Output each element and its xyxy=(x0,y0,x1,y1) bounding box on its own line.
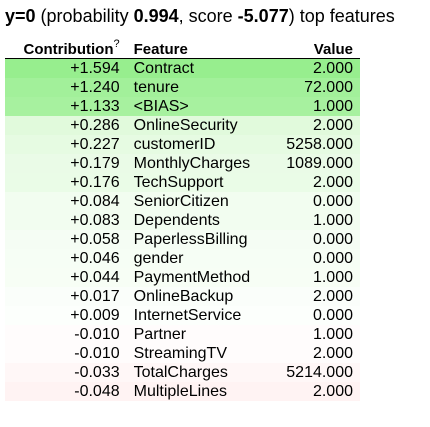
probability-value: 0.994 xyxy=(133,6,179,26)
value-column-header: Value xyxy=(270,38,360,59)
contribution-header-label: Contribution xyxy=(23,41,114,58)
contribution-cell: +0.286 xyxy=(70,117,120,134)
probability-prefix: (probability xyxy=(35,6,134,26)
contribution-cell: +0.083 xyxy=(70,212,120,229)
table-row: -0.033 TotalCharges 5214.000 xyxy=(5,363,360,382)
title-suffix: ) top features xyxy=(288,6,395,26)
contribution-cell: +0.058 xyxy=(70,231,120,248)
contribution-cell: +1.240 xyxy=(70,79,120,96)
feature-cell: TechSupport xyxy=(133,174,224,191)
table-row: +0.017 OnlineBackup 2.000 xyxy=(5,287,360,306)
value-cell: 2.000 xyxy=(312,383,353,400)
feature-cell: TotalCharges xyxy=(133,364,228,381)
contribution-cell: +0.179 xyxy=(70,155,120,172)
value-cell: 1.000 xyxy=(312,98,353,115)
table-row: +0.176 TechSupport 2.000 xyxy=(5,173,360,192)
table-row: +0.227 customerID 5258.000 xyxy=(5,135,360,154)
explanation-title: y=0 (probability 0.994, score -5.077) to… xyxy=(5,5,395,27)
value-cell: 2.000 xyxy=(312,174,353,191)
value-cell: 1.000 xyxy=(312,326,353,343)
feature-cell: gender xyxy=(133,250,184,267)
value-cell: 2.000 xyxy=(312,60,353,77)
value-cell: 5214.000 xyxy=(286,364,353,381)
value-cell: 0.000 xyxy=(312,193,353,210)
feature-cell: MonthlyCharges xyxy=(133,155,251,172)
feature-cell: OnlineSecurity xyxy=(133,117,238,134)
table-header-row: Contribution? Feature Value xyxy=(5,38,360,59)
feature-cell: MultipleLines xyxy=(133,383,228,400)
target-label: y=0 xyxy=(5,6,36,26)
table-row: +0.084 SeniorCitizen 0.000 xyxy=(5,192,360,211)
value-cell: 1.000 xyxy=(312,212,353,229)
contribution-cell: +0.017 xyxy=(70,288,120,305)
feature-cell: Contract xyxy=(133,60,195,77)
feature-cell: <BIAS> xyxy=(133,98,189,115)
contribution-cell: +0.176 xyxy=(70,174,120,191)
score-prefix: , score xyxy=(178,6,238,26)
contribution-cell: -0.033 xyxy=(74,364,120,381)
feature-rows: +1.594 Contract 2.000 +1.240 tenure 72.000 +1.… xyxy=(5,58,360,401)
table-row: +0.286 OnlineSecurity 2.000 xyxy=(5,116,360,135)
table-row: +1.594 Contract 2.000 xyxy=(5,58,360,78)
feature-cell: PaperlessBilling xyxy=(133,231,248,248)
value-cell: 5258.000 xyxy=(286,136,353,153)
feature-cell: SeniorCitizen xyxy=(133,193,229,210)
feature-cell: tenure xyxy=(133,79,179,96)
feature-cell: Partner xyxy=(133,326,187,343)
table-row: -0.048 MultipleLines 2.000 xyxy=(5,382,360,401)
value-cell: 2.000 xyxy=(312,117,353,134)
table-row: +0.179 MonthlyCharges 1089.000 xyxy=(5,154,360,173)
contribution-cell: -0.048 xyxy=(74,383,120,400)
contribution-column-header: Contribution? xyxy=(5,38,127,59)
value-cell: 1.000 xyxy=(312,269,353,286)
contribution-cell: -0.010 xyxy=(74,326,120,343)
contribution-help-icon[interactable]: ? xyxy=(113,38,120,50)
table-row: +1.240 tenure 72.000 xyxy=(5,78,360,97)
value-cell: 1089.000 xyxy=(286,155,353,172)
value-cell: 0.000 xyxy=(312,250,353,267)
table-row: +0.083 Dependents 1.000 xyxy=(5,211,360,230)
table-row: +0.044 PaymentMethod 1.000 xyxy=(5,268,360,287)
table-row: +1.133 <BIAS> 1.000 xyxy=(5,97,360,116)
value-cell: 0.000 xyxy=(312,307,353,324)
contribution-cell: +0.009 xyxy=(70,307,120,324)
contribution-cell: +1.133 xyxy=(70,98,120,115)
contribution-cell: +0.046 xyxy=(70,250,120,267)
value-cell: 72.000 xyxy=(304,79,353,96)
value-cell: 0.000 xyxy=(312,231,353,248)
feature-cell: PaymentMethod xyxy=(133,269,251,286)
table-row: -0.010 StreamingTV 2.000 xyxy=(5,344,360,363)
value-cell: 2.000 xyxy=(312,345,353,362)
table-row: +0.009 InternetService 0.000 xyxy=(5,306,360,325)
value-cell: 2.000 xyxy=(312,288,353,305)
feature-cell: InternetService xyxy=(133,307,242,324)
feature-cell: StreamingTV xyxy=(133,345,227,362)
contribution-cell: +0.084 xyxy=(70,193,120,210)
contribution-cell: -0.010 xyxy=(74,345,120,362)
contribution-cell: +0.044 xyxy=(70,269,120,286)
score-value: -5.077 xyxy=(237,6,289,26)
table-row: +0.046 gender 0.000 xyxy=(5,249,360,268)
contribution-cell: +1.594 xyxy=(70,60,120,77)
feature-cell: Dependents xyxy=(133,212,220,229)
feature-column-header: Feature xyxy=(126,38,271,59)
feature-cell: customerID xyxy=(133,136,216,153)
feature-cell: OnlineBackup xyxy=(133,288,234,305)
table-row: -0.010 Partner 1.000 xyxy=(5,325,360,344)
feature-weights-table: Contribution? Feature Value +1.594 Contra… xyxy=(5,38,360,401)
table-row: +0.058 PaperlessBilling 0.000 xyxy=(5,230,360,249)
contribution-cell: +0.227 xyxy=(70,136,120,153)
